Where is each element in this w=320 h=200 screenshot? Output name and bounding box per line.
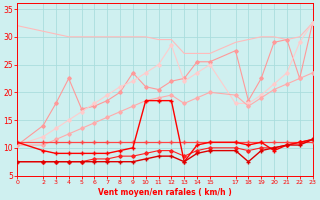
X-axis label: Vent moyen/en rafales ( km/h ): Vent moyen/en rafales ( km/h ) xyxy=(98,188,232,197)
